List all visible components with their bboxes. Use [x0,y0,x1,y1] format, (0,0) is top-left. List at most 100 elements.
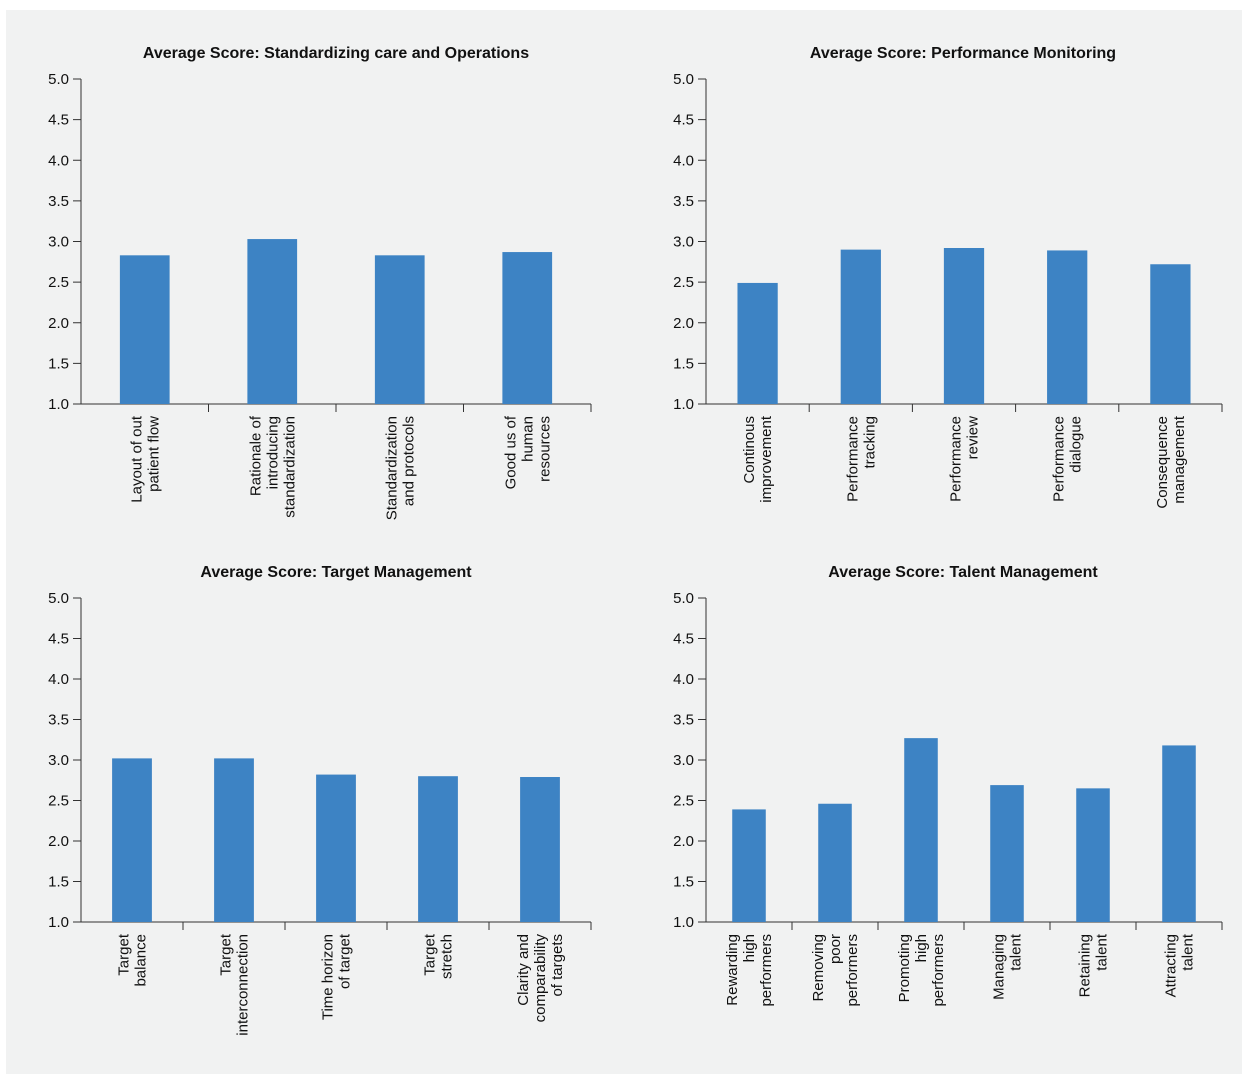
bar [1047,250,1088,404]
x-category-label-line: improvement [758,415,775,503]
x-category-label: Time horizonof target [320,933,354,1020]
y-tick-label: 1.5 [673,355,694,372]
x-category-label: Rationale ofintroducingstandardization [247,415,298,518]
x-category-label-line: performers [758,934,775,1007]
y-tick-label: 1.0 [673,396,694,413]
y-tick-label: 4.5 [48,112,69,129]
bar [943,248,985,404]
y-tick-label: 1.0 [673,914,694,931]
y-tick-label: 3.5 [48,712,69,729]
y-tick-label: 2.5 [673,793,694,810]
x-category-label-line: high [913,934,930,962]
y-tick-label: 3.0 [673,234,694,251]
bar [737,282,778,404]
x-category-label: Consequencemanagement [1154,415,1188,508]
y-tick-label: 4.0 [48,152,69,169]
y-tick-label: 4.5 [48,631,69,648]
bar [112,758,152,922]
x-category-label-line: Managing [991,934,1008,1000]
x-category-label: Performancedialogue [1051,416,1085,502]
x-category-label-line: Removing [810,934,827,1002]
y-tick-label: 5.0 [48,71,69,88]
x-category-label-line: performers [844,934,861,1007]
x-category-label-line: high [741,934,758,962]
x-category-label-line: Time horizon [320,934,337,1020]
bar [1162,745,1196,922]
x-category-label: Targetinterconnection [218,933,252,1036]
bar [818,803,852,922]
x-category-label-line: dialogue [1068,416,1085,473]
x-category-label: Good us ofhumanresources [502,415,553,489]
chart-title: Average Score: Performance Monitoring [810,45,1116,62]
x-category-label: Promotinghighperformers [896,934,947,1007]
x-category-label: Performancetracking [844,416,878,502]
x-category-label-line: Retaining [1077,934,1094,997]
x-category-label: Managingtalent [991,933,1025,1000]
bar [247,239,298,404]
x-category-label-line: Performance [948,416,965,502]
x-category-label-line: human [519,416,536,462]
chart-title: Average Score: Standardizing care and Op… [143,45,529,62]
x-category-label-line: resources [536,416,553,482]
y-tick-label: 3.5 [48,193,69,210]
x-category-label-line: performers [930,934,947,1007]
y-tick-label: 5.0 [673,71,694,88]
x-category-label-line: talent [1094,933,1111,971]
x-category-label-line: Target [116,933,133,976]
x-category-label: Attractingtalent [1163,933,1197,997]
bar [732,809,766,922]
x-category-label-line: Clarity and [515,934,532,1006]
x-category-label: Standardizationand protocols [383,416,417,520]
x-category-label-line: Continous [741,416,758,484]
x-category-label-line: tracking [861,416,878,469]
x-category-label-line: of targets [549,934,566,997]
chart-1: Average Score: Standardizing care and Op… [48,45,592,520]
y-tick-label: 2.0 [48,833,69,850]
y-tick-label: 4.5 [673,631,694,648]
x-category-label-line: interconnection [235,934,252,1036]
x-category-label: Performancereview [948,416,982,502]
y-tick-label: 4.0 [48,671,69,688]
x-category-label-line: Good us of [502,415,519,489]
x-category-label: Removingpoorperformers [810,934,861,1007]
y-tick-label: 3.0 [48,234,69,251]
y-tick-label: 1.5 [48,355,69,372]
y-tick-label: 2.5 [48,274,69,291]
bar [316,774,356,922]
y-tick-label: 2.0 [673,833,694,850]
x-category-label-line: Performance [1051,416,1068,502]
x-category-label-line: stretch [439,934,456,979]
x-category-label-line: balance [133,934,150,987]
y-tick-label: 3.5 [673,193,694,210]
bar [840,249,881,404]
chart-2: Average Score: Performance Monitoring 1.0… [673,45,1223,509]
x-category-label-line: standardization [281,416,298,518]
bar [502,252,553,404]
x-category-label-line: Attracting [1163,934,1180,997]
x-category-label-line: Rationale of [247,415,264,496]
chart-title: Average Score: Talent Management [828,564,1098,581]
y-tick-label: 2.0 [673,315,694,332]
x-category-label: Targetstretch [422,933,456,979]
x-category-label-line: Consequence [1154,416,1171,509]
x-category-label: Clarity andcomparabilityof targets [515,934,566,1023]
y-tick-label: 4.0 [673,152,694,169]
y-tick-label: 1.0 [48,914,69,931]
y-tick-label: 5.0 [673,590,694,607]
x-category-label-line: Performance [844,416,861,502]
y-tick-label: 5.0 [48,590,69,607]
x-category-label-line: of target [337,933,354,989]
y-tick-label: 3.0 [48,752,69,769]
y-tick-label: 4.5 [673,112,694,129]
x-category-label-line: review [965,416,982,460]
bar [374,255,425,404]
x-category-label-line: patient flow [145,416,162,492]
figure-background [6,10,1242,1074]
x-category-label-line: Target [218,933,235,976]
x-category-label-line: Standardization [383,416,400,520]
x-category-label-line: talent [1008,933,1025,971]
bar [904,738,938,922]
y-tick-label: 4.0 [673,671,694,688]
x-category-label-line: management [1171,415,1188,503]
